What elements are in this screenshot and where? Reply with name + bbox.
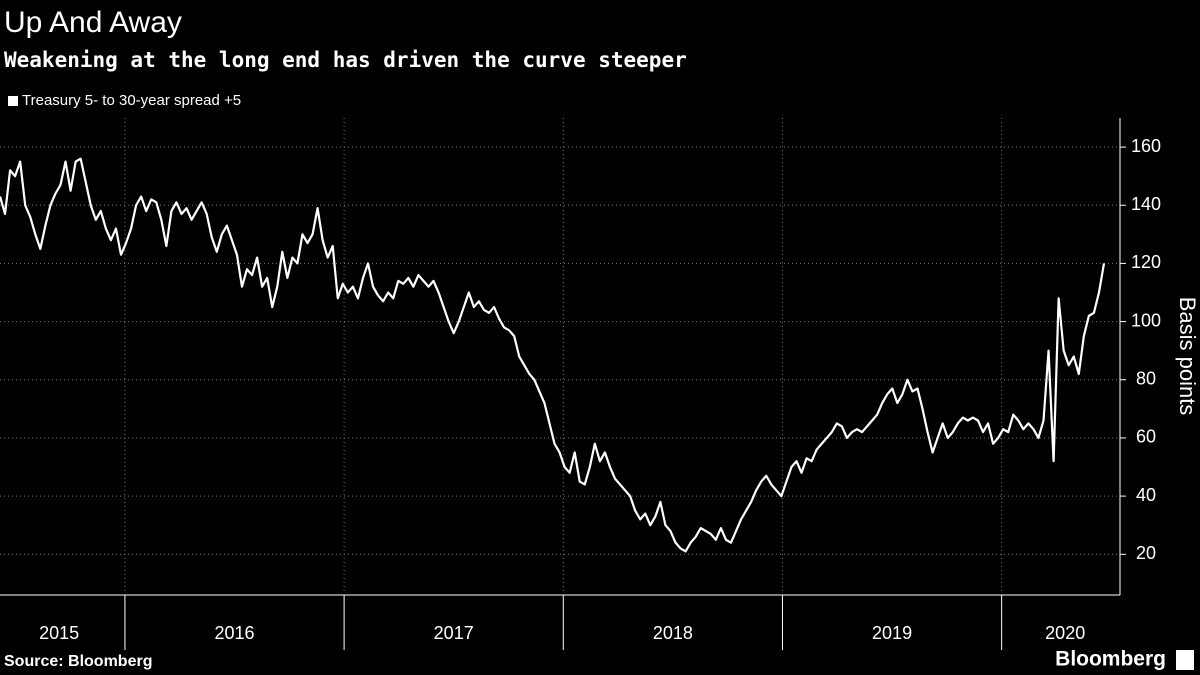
x-tick-label: 2019 — [872, 623, 912, 643]
y-tick-label: 140 — [1131, 194, 1161, 214]
y-tick-label: 20 — [1136, 543, 1156, 563]
chart-title: Up And Away — [4, 6, 182, 39]
y-tick-label: 160 — [1131, 136, 1161, 156]
x-tick-label: 2016 — [214, 623, 254, 643]
y-axis-label: Basis points — [1175, 297, 1200, 416]
y-tick-label: 60 — [1136, 427, 1156, 447]
brand-icon — [1176, 650, 1194, 670]
source: Source: Bloomberg — [4, 653, 152, 670]
chart-subtitle: Weakening at the long end has driven the… — [4, 48, 687, 72]
x-tick-label: 2015 — [39, 623, 79, 643]
y-tick-label: 100 — [1131, 310, 1161, 330]
legend-swatch — [8, 96, 18, 106]
x-tick-label: 2018 — [653, 623, 693, 643]
brand: Bloomberg — [1055, 648, 1166, 671]
y-tick-label: 120 — [1131, 252, 1161, 272]
x-tick-label: 2017 — [434, 623, 474, 643]
legend-label: Treasury 5- to 30-year spread +5 — [22, 92, 241, 109]
line — [0, 157, 1106, 553]
y-tick-label: 80 — [1136, 369, 1156, 389]
y-tick-label: 40 — [1136, 485, 1156, 505]
x-tick-label: 2020 — [1045, 623, 1085, 643]
